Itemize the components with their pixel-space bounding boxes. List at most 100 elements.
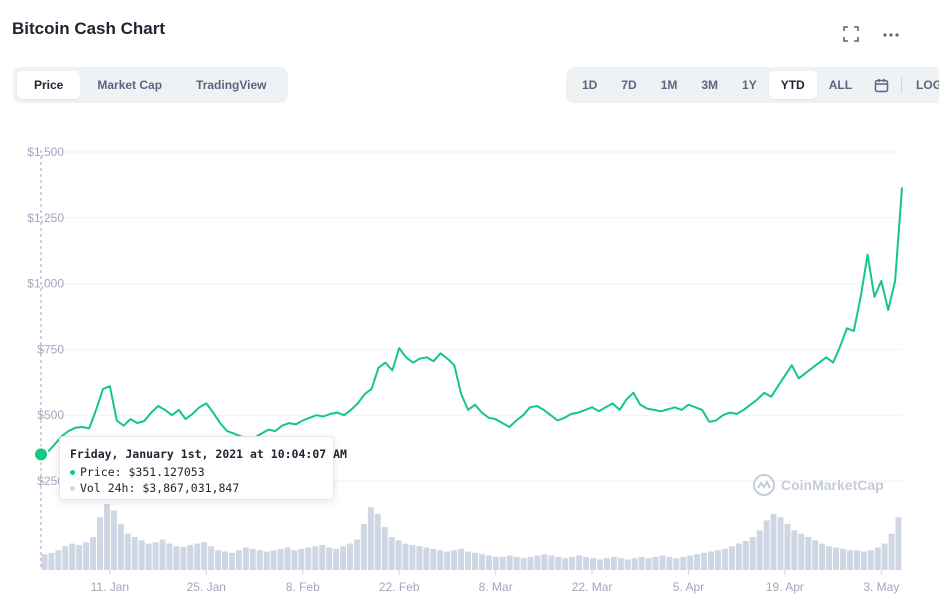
volume-bar	[312, 546, 319, 570]
tooltip-date: Friday, January 1st, 2021 at 10:04:07 AM	[70, 447, 347, 461]
volume-bar	[506, 555, 513, 570]
tab-tradingview[interactable]: TradingView	[196, 78, 267, 92]
volume-bar	[277, 548, 284, 570]
volume-bar	[805, 537, 812, 570]
volume-bar	[541, 554, 548, 570]
x-tick-label: 19. Apr	[766, 580, 804, 594]
range-7d-button[interactable]: 7D	[621, 78, 637, 92]
volume-bar	[83, 542, 90, 570]
price-chart[interactable]: 11. Jan 25. Jan 8. Feb 22. Feb 8. Mar 22. Mar…	[0, 130, 939, 603]
volume-bar	[527, 556, 534, 570]
y-tick-label: $250	[37, 474, 64, 488]
watermark-text: CoinMarketCap	[781, 477, 884, 493]
x-tick-label: 11. Jan	[91, 580, 129, 594]
volume-bar	[256, 550, 263, 570]
volume-bar	[249, 548, 256, 570]
volume-bar	[444, 551, 451, 570]
range-ytd-button[interactable]: YTD	[768, 71, 817, 99]
volume-bar	[124, 533, 131, 570]
volume-bar	[555, 556, 562, 570]
volume-bar	[569, 556, 576, 570]
volume-bar	[715, 550, 721, 570]
volume-bar	[97, 517, 103, 570]
volume-bar	[41, 554, 48, 570]
volume-bar	[624, 559, 631, 570]
y-tick-label: $750	[37, 342, 64, 356]
y-tick-label: $1,500	[27, 145, 64, 159]
volume-bar	[791, 530, 798, 570]
volume-bar	[347, 543, 353, 570]
volume-bar	[576, 555, 583, 570]
tab-market-cap[interactable]: Market Cap	[97, 78, 163, 92]
volume-bar	[423, 547, 430, 570]
volume-bar	[659, 555, 666, 570]
hover-point	[33, 446, 49, 463]
log-scale-button[interactable]: LOG	[916, 78, 939, 92]
volume-bar	[430, 548, 437, 570]
volume-bar	[881, 543, 888, 570]
volume-bar	[291, 550, 298, 570]
volume-bar	[833, 547, 840, 570]
volume-bar	[631, 558, 638, 570]
calendar-icon	[874, 78, 889, 92]
volume-bar	[284, 547, 291, 570]
volume-bar	[652, 556, 659, 570]
more-icon[interactable]	[882, 26, 900, 47]
x-tick-label: 5. Apr	[673, 580, 704, 594]
volume-bar	[610, 556, 617, 570]
volume-bar	[152, 542, 159, 570]
range-1y-button[interactable]: 1Y	[742, 78, 757, 92]
chart-title: Bitcoin Cash Chart	[12, 19, 166, 38]
volume-bar	[694, 554, 701, 570]
volume-bar	[305, 547, 312, 570]
volume-bar	[867, 550, 874, 570]
volume-bar	[62, 546, 69, 570]
price-tooltip: Friday, January 1st, 2021 at 10:04:07 AM…	[59, 436, 347, 500]
volume-bar	[340, 546, 347, 570]
volume-bar	[701, 552, 708, 570]
range-all-button[interactable]: ALL	[828, 78, 853, 92]
volume-bar	[103, 504, 110, 570]
volume-bar	[145, 543, 152, 570]
volume-bar	[166, 543, 173, 570]
volume-bar	[798, 533, 805, 570]
volume-bar	[90, 537, 97, 570]
volume-bar	[367, 507, 374, 570]
volume-bar	[374, 513, 381, 570]
volume-bar	[48, 552, 55, 570]
volume-bar	[353, 539, 360, 570]
tab-price[interactable]: Price	[17, 71, 81, 99]
volume-bar	[409, 544, 416, 570]
volume-bar	[201, 542, 208, 570]
volume-bar	[763, 520, 770, 570]
volume-bar	[360, 523, 367, 570]
volume-bar	[520, 558, 527, 570]
range-divider	[901, 77, 903, 93]
volume-bar	[472, 552, 478, 570]
volume-bar	[895, 517, 902, 570]
tooltip-price-row: Price: $351.127053	[70, 464, 323, 480]
volume-bar	[687, 555, 694, 570]
volume-bar	[860, 551, 867, 570]
coinmarketcap-logo-icon	[753, 474, 775, 496]
volume-bar	[395, 540, 402, 570]
tooltip-volume-value: $3,867,031,847	[142, 481, 240, 495]
volume-bar	[756, 530, 763, 570]
range-1d-button[interactable]: 1D	[582, 78, 598, 92]
range-1m-button[interactable]: 1M	[660, 78, 678, 92]
calendar-button[interactable]	[864, 71, 899, 99]
volume-bar	[298, 548, 305, 570]
volume-bar	[138, 540, 145, 570]
fullscreen-icon[interactable]	[843, 26, 859, 47]
range-3m-button[interactable]: 3M	[701, 78, 719, 92]
volume-bar	[826, 546, 833, 570]
price-dot-icon	[70, 469, 75, 475]
tooltip-price-label: Price:	[80, 465, 122, 479]
volume-bar	[874, 547, 881, 570]
volume-bar	[499, 556, 506, 570]
range-selector: 1D 7D 1M 3M 1Y YTD ALL LOG	[566, 67, 939, 103]
volume-bar	[263, 551, 270, 570]
x-tick-label: 22. Mar	[572, 580, 613, 594]
y-tick-label: $1,250	[27, 211, 64, 225]
volume-bar	[117, 523, 124, 570]
